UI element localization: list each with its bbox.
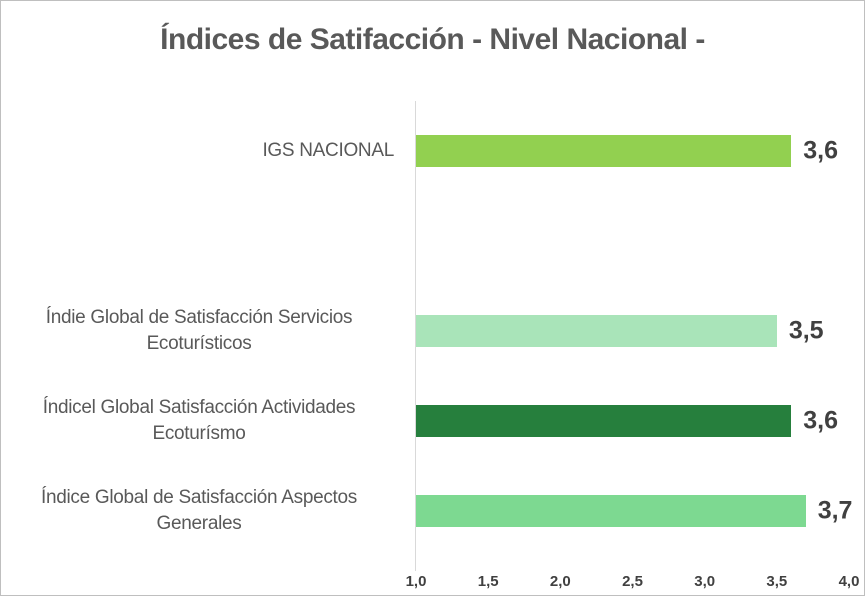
- bar: [416, 495, 806, 527]
- category-label-box: IGS NACIONAL: [4, 138, 394, 164]
- category-label-box: Índice Global de Satisfacción Aspectos G…: [4, 485, 394, 537]
- x-tick-label: 4,0: [838, 573, 860, 590]
- y-tick-label: Índicel Global Satisfacción Actividades …: [42, 397, 356, 444]
- x-tick-label: 1,0: [405, 573, 427, 590]
- category-label-box: Índicel Global Satisfacción Actividades …: [4, 395, 394, 447]
- value-label: 3,7: [817, 496, 853, 525]
- y-tick-label: IGS NACIONAL: [262, 140, 394, 161]
- axis-line: [415, 101, 416, 571]
- chart-title: Índices de Satifacción - Nivel Nacional …: [160, 23, 705, 56]
- x-tick-label: 3,5: [766, 573, 788, 590]
- x-tick-label: 1,5: [477, 573, 499, 590]
- category-label-box: Índie Global de Satisfacción Servicios E…: [4, 305, 394, 357]
- value-label: 3,5: [788, 316, 824, 345]
- x-tick-label: 3,0: [694, 573, 716, 590]
- bar: [416, 135, 792, 167]
- value-label: 3,6: [803, 406, 839, 435]
- bar: [416, 315, 777, 347]
- y-tick-label: Índie Global de Satisfacción Servicios E…: [45, 307, 353, 354]
- value-label: 3,6: [803, 136, 839, 165]
- x-tick-label: 2,5: [622, 573, 643, 590]
- x-tick-label: 2,0: [549, 573, 571, 590]
- bar: [416, 405, 792, 437]
- y-tick-label: Índice Global de Satisfacción Aspectos G…: [40, 487, 358, 534]
